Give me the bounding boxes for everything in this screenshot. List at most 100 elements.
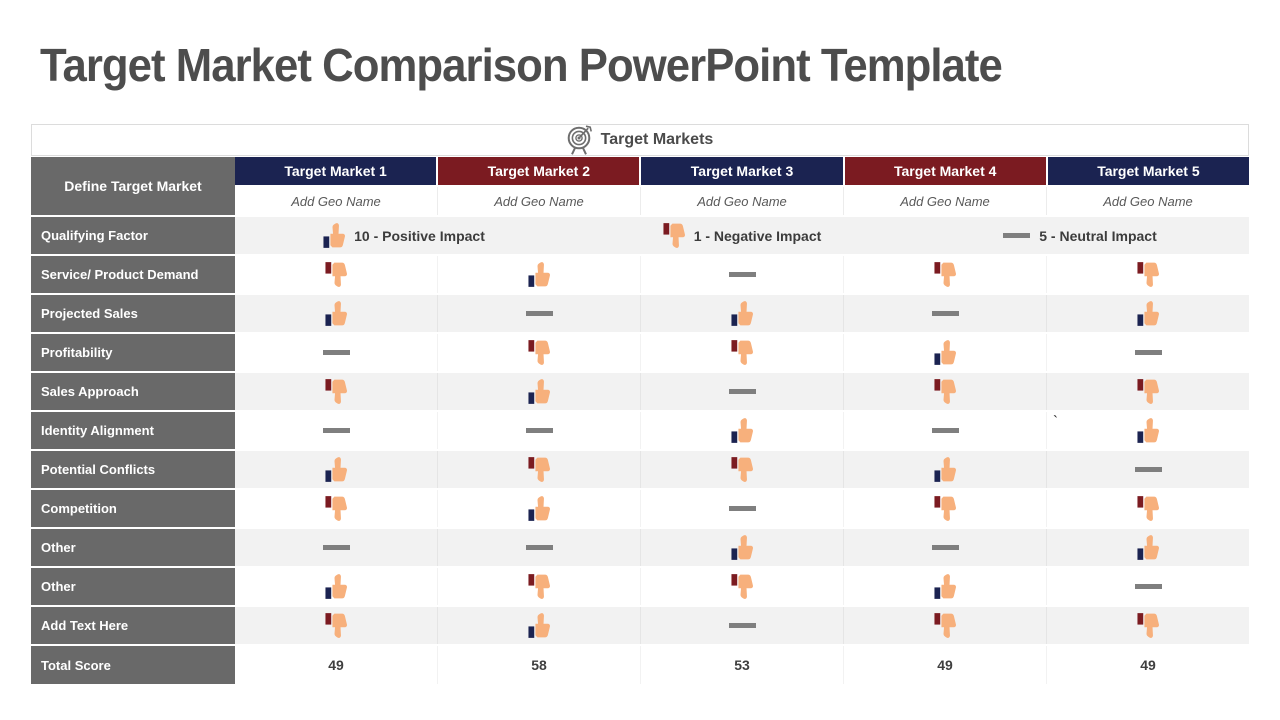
column-header: Target Market 4 — [844, 157, 1046, 185]
row-label-column: Define Target Market Qualifying Factor Se… — [31, 157, 235, 684]
neutral-dash-icon — [322, 350, 350, 355]
row-label: Add Text Here — [31, 607, 235, 644]
thumb-up-icon — [323, 223, 346, 248]
score-cell — [640, 334, 843, 371]
thumb-up-icon — [934, 574, 956, 599]
score-cell — [640, 568, 843, 605]
thumb-up-icon — [1137, 535, 1159, 560]
score-cell — [1046, 412, 1249, 449]
score-cell — [640, 256, 843, 293]
total-score-value: 53 — [640, 646, 843, 684]
score-cell — [640, 451, 843, 488]
neutral-dash-icon — [931, 311, 959, 316]
thumb-down-icon — [663, 223, 685, 248]
table-caption: Target Markets — [31, 124, 1249, 156]
column-header: Target Market 3 — [641, 157, 843, 185]
column-header: Target Market 1 — [235, 157, 437, 185]
score-cell — [1046, 529, 1249, 566]
row-label: Other — [31, 568, 235, 605]
table-row — [235, 295, 1249, 332]
row-label: Identity Alignment — [31, 412, 235, 449]
score-cell — [437, 451, 640, 488]
thumb-down-icon — [731, 574, 753, 599]
row-label: Other — [31, 529, 235, 566]
row-label: Total Score — [31, 646, 235, 684]
table-row — [235, 412, 1249, 449]
thumb-down-icon — [528, 457, 550, 482]
thumb-down-icon — [934, 262, 956, 287]
table-row — [235, 490, 1249, 527]
thumb-up-icon — [528, 262, 550, 287]
geo-name-cell: Add Geo Name — [640, 187, 843, 215]
stray-mark: ` — [1053, 413, 1058, 430]
thumb-up-icon — [325, 574, 347, 599]
table-row — [235, 529, 1249, 566]
table-row — [235, 607, 1249, 644]
thumb-up-icon — [731, 535, 753, 560]
thumb-down-icon — [1137, 379, 1159, 404]
table-row — [235, 334, 1249, 371]
geo-name-cell: Add Geo Name — [437, 187, 640, 215]
geo-name-cell: Add Geo Name — [291, 193, 381, 209]
row-label: Qualifying Factor — [31, 217, 235, 254]
total-score-value: 49 — [235, 646, 437, 684]
score-cell — [437, 295, 640, 332]
score-cell — [235, 607, 437, 644]
table-caption-text: Target Markets — [600, 131, 714, 148]
score-cell — [843, 607, 1046, 644]
score-cell — [640, 412, 843, 449]
score-cell — [640, 529, 843, 566]
row-label: Sales Approach — [31, 373, 235, 410]
row-label: Projected Sales — [31, 295, 235, 332]
rows-container — [235, 256, 1249, 644]
thumb-down-icon — [528, 574, 550, 599]
score-cell — [843, 295, 1046, 332]
score-cell — [640, 373, 843, 410]
thumb-up-icon — [325, 301, 347, 326]
thumb-up-icon — [934, 340, 956, 365]
thumb-down-icon — [731, 457, 753, 482]
thumb-up-icon — [934, 457, 956, 482]
score-cell — [1046, 451, 1249, 488]
header-row: Target Market 1 Target Market 2 Target Mar… — [235, 157, 1250, 185]
score-cell — [235, 256, 437, 293]
define-target-market-header: Define Target Market — [31, 157, 235, 215]
column-header: Target Market 5 — [1047, 157, 1250, 185]
legend-row: 10 - Positive Impact 1 - Negative Impact 5… — [235, 217, 1249, 254]
neutral-dash-icon — [728, 623, 756, 628]
column-header: Target Market 2 — [438, 157, 640, 185]
row-label: Competition — [31, 490, 235, 527]
legend-label: 1 - Negative Impact — [693, 227, 822, 244]
neutral-dash-icon — [931, 545, 959, 550]
thumb-down-icon — [1137, 496, 1159, 521]
thumb-up-icon — [325, 457, 347, 482]
score-cell — [235, 451, 437, 488]
score-cell — [1046, 490, 1249, 527]
score-cell — [843, 412, 1046, 449]
score-cell — [235, 334, 437, 371]
thumb-down-icon — [1137, 262, 1159, 287]
score-cell — [235, 490, 437, 527]
thumb-up-icon — [1137, 418, 1159, 443]
score-cell — [437, 529, 640, 566]
thumb-down-icon — [934, 613, 956, 638]
thumb-down-icon — [934, 496, 956, 521]
neutral-dash-icon — [1134, 350, 1162, 355]
legend-item: 5 - Neutral Impact — [911, 217, 1249, 254]
score-cell — [437, 607, 640, 644]
neutral-dash-icon — [1134, 584, 1162, 589]
thumb-down-icon — [325, 379, 347, 404]
table-body: Define Target Market Qualifying Factor Se… — [31, 157, 1250, 684]
score-cell — [1046, 373, 1249, 410]
thumb-up-icon — [528, 496, 550, 521]
score-cell — [235, 412, 437, 449]
legend-label: 10 - Positive Impact — [354, 227, 485, 244]
score-cell — [437, 568, 640, 605]
row-label: Profitability — [31, 334, 235, 371]
legend-item: 1 - Negative Impact — [573, 217, 911, 254]
thumb-down-icon — [1137, 613, 1159, 638]
score-cell — [1046, 295, 1249, 332]
legend-item: 10 - Positive Impact — [235, 217, 573, 254]
score-cell — [235, 295, 437, 332]
